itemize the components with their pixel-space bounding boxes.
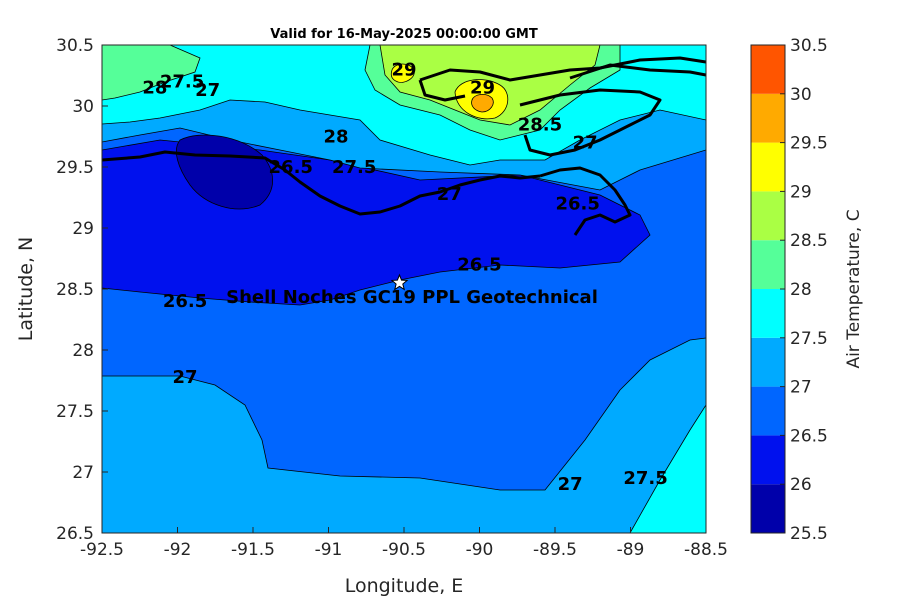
colorbar-swatch (751, 337, 785, 387)
site-label: Shell Noches GC19 PPL Geotechnical (226, 287, 598, 308)
x-axis-ticks: -92.5 -92 -91.5 -91 -90.5 -90 -89.5 -89 -88.5 (80, 527, 728, 560)
site-marker: Shell Noches GC19 PPL Geotechnical (226, 273, 598, 308)
x-axis-label: Longitude, E (345, 575, 464, 597)
x-tick-label: -91.5 (231, 540, 275, 560)
contour-label: 27.5 (160, 72, 204, 93)
colorbar-tick-label: 29.5 (790, 134, 828, 154)
contour-label: 28 (142, 78, 167, 99)
contour-label: 27 (558, 474, 583, 495)
x-tick-label: -89 (617, 540, 645, 560)
colorbar-swatch (751, 45, 785, 94)
colorbar-tick-label: 28.5 (790, 231, 828, 251)
colorbar-label: Air Temperature, C (844, 209, 864, 368)
contour-label: 27 (573, 133, 598, 154)
y-tick-label: 28 (72, 341, 94, 361)
y-tick-label: 30.5 (56, 36, 94, 56)
colorbar-tick-label: 25.5 (790, 524, 828, 544)
colorbar-tick-label: 29 (790, 182, 812, 202)
colorbar-tick-label: 28 (790, 280, 812, 300)
y-tick-label: 27.5 (56, 402, 94, 422)
x-tick-label: -89.5 (533, 540, 577, 560)
colorbar-swatch (751, 484, 785, 533)
coastline-lake-loop (418, 79, 466, 102)
colorbar-tick-label: 27.5 (790, 329, 828, 349)
y-tick-label: 26.5 (56, 524, 94, 544)
colorbar-tick-label: 30 (790, 85, 812, 105)
x-tick-label: -90.5 (382, 540, 426, 560)
colorbar-swatch (751, 386, 785, 436)
y-tick-label: 30 (72, 97, 94, 117)
contour-fill-28-left (102, 45, 201, 101)
contour-label: 27.5 (332, 157, 376, 178)
colorbar (750, 44, 786, 534)
colorbar-swatch (751, 93, 785, 143)
site-star-icon (390, 273, 409, 291)
contour-label: 26.5 (269, 157, 313, 178)
x-tick-label: -91 (315, 540, 343, 560)
colorbar-swatch (751, 191, 785, 241)
contour-label: 28.5 (518, 114, 562, 135)
contour-labels: 2827.52729292827.528.5272726.526.526.526… (142, 59, 667, 495)
colorbar-tick-label: 27 (790, 378, 812, 398)
contour-fill-25-5 (176, 134, 274, 210)
contour-label: 27 (437, 184, 462, 205)
contour-fill-29-5 (471, 94, 494, 113)
coastline-marsh (519, 88, 662, 157)
y-tick-label: 29.5 (56, 158, 94, 178)
coastline-west (102, 150, 541, 216)
colorbar-swatch (751, 142, 785, 192)
x-tick-label: -92 (164, 540, 192, 560)
contour-label: 29 (391, 59, 416, 80)
contour-label: 26.5 (555, 194, 599, 215)
map-title: Valid for 16-May-2025 00:00:00 GMT (270, 27, 538, 42)
x-tick-label: -90 (466, 540, 494, 560)
contour-label: 27 (173, 367, 198, 388)
coastline-east (569, 63, 706, 80)
colorbar-swatch (751, 435, 785, 485)
y-tick-label: 28.5 (56, 280, 94, 300)
contour-fill-27-5-corner (629, 404, 706, 533)
colorbar-swatch (751, 289, 785, 338)
contour-label: 27.5 (623, 468, 667, 489)
contour-label: 29 (470, 78, 495, 99)
colorbar-tick-label: 30.5 (790, 36, 828, 56)
y-tick-label: 29 (72, 219, 94, 239)
contour-label: 27 (195, 80, 220, 101)
x-tick-label: -88.5 (684, 540, 728, 560)
colorbar-tick-label: 26 (790, 475, 812, 495)
x-tick-label: -92.5 (80, 540, 124, 560)
coastline-lake (419, 56, 706, 82)
colorbar-ticks: 25.5 26 26.5 27 27.5 28 28.5 29 29.5 30 30.5 (780, 36, 828, 544)
y-axis-ticks: 30.5 30 29.5 29 28.5 28 27.5 27 26.5 (56, 36, 108, 544)
contour-label: 28 (324, 127, 349, 148)
contour-fill-29-small (390, 63, 415, 83)
coastline (102, 56, 706, 236)
y-tick-label: 27 (72, 463, 94, 483)
colorbar-swatch (751, 240, 785, 289)
colorbar-tick-label: 26.5 (790, 426, 828, 446)
contour-label: 26.5 (163, 291, 207, 312)
contour-fill-27-south (102, 337, 706, 533)
y-axis-label: Latitude, N (15, 237, 37, 342)
coastline-delta (539, 166, 632, 236)
contour-label: 26.5 (457, 255, 501, 276)
